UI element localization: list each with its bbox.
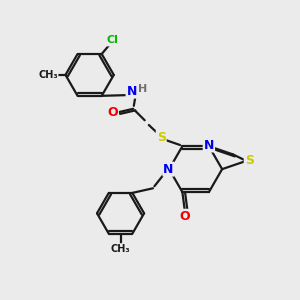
Text: S: S xyxy=(157,131,166,144)
Text: N: N xyxy=(164,163,174,176)
Text: CH₃: CH₃ xyxy=(38,70,58,80)
Text: N: N xyxy=(204,139,214,152)
Text: S: S xyxy=(245,154,254,167)
Text: O: O xyxy=(179,210,190,223)
Text: O: O xyxy=(107,106,118,119)
Text: Cl: Cl xyxy=(106,35,118,46)
Text: N: N xyxy=(127,85,137,98)
Text: H: H xyxy=(138,84,147,94)
Text: CH₃: CH₃ xyxy=(111,244,130,254)
